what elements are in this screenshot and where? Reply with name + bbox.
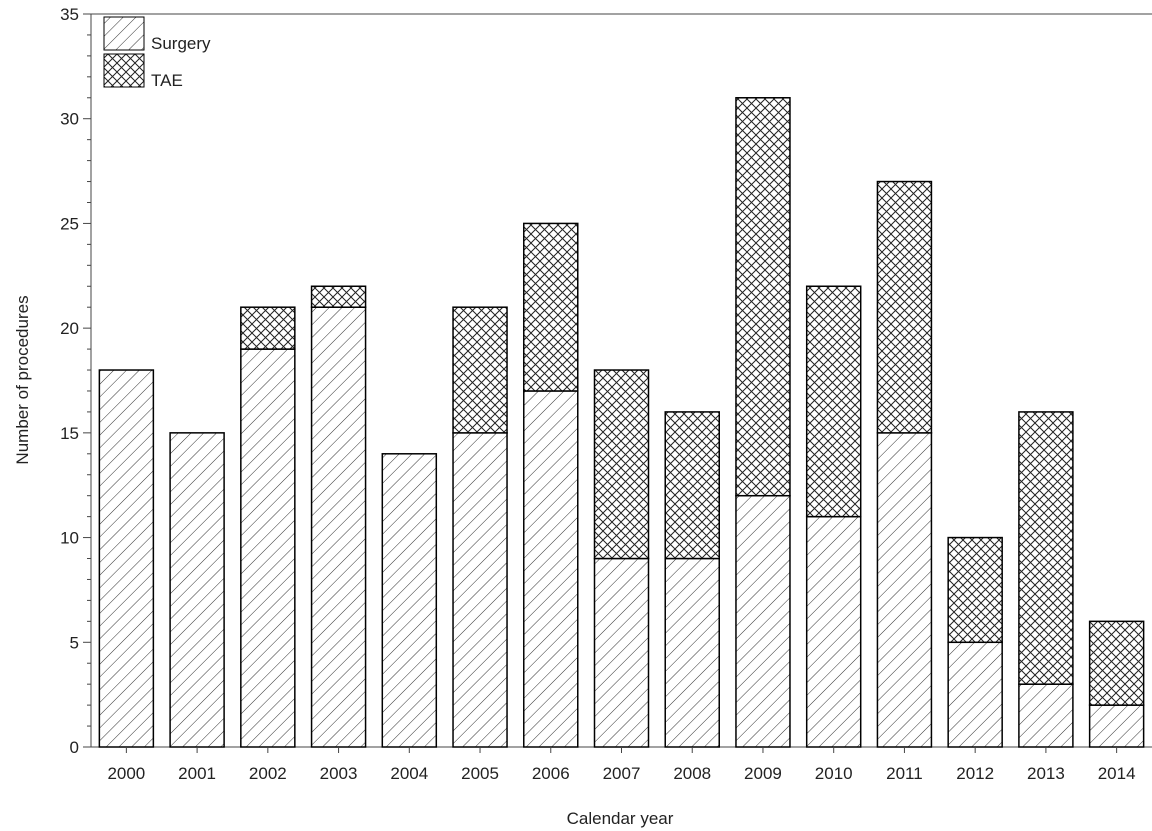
bar-tae-2008 [664, 411, 720, 560]
bar-surgery-2002 [240, 348, 296, 748]
x-tick-label: 2001 [178, 764, 216, 783]
bar-surgery-2008 [664, 557, 720, 748]
bar-tae-2011 [876, 180, 933, 434]
x-tick-label: 2011 [886, 764, 923, 783]
bar-tae-2002 [240, 306, 296, 350]
bar-surgery-2005 [452, 432, 508, 748]
bar-tae-2010 [805, 285, 862, 518]
bar-tae-2013 [1018, 411, 1074, 685]
y-axis-title: Number of procedures [13, 295, 32, 464]
x-tick-label: 2010 [815, 764, 853, 783]
y-tick-label: 0 [70, 738, 79, 757]
x-tick-label: 2007 [603, 764, 641, 783]
bar-surgery-2000 [98, 369, 155, 748]
bar-surgery-2014 [1088, 704, 1145, 748]
y-tick-label: 10 [60, 529, 79, 548]
bar-surgery-2001 [169, 432, 225, 748]
y-tick-label: 25 [60, 214, 79, 233]
bar-tae-2007 [593, 369, 650, 560]
x-tick-label: 2005 [461, 764, 499, 783]
x-tick-label: 2002 [249, 764, 287, 783]
y-axis: 0 5 10 15 20 25 30 35 [60, 5, 91, 757]
bar-surgery-2003 [310, 306, 367, 748]
bar-surgery-2011 [876, 432, 933, 748]
y-tick-label: 5 [70, 633, 79, 652]
y-tick-label: 20 [60, 319, 79, 338]
bar-surgery-2009 [735, 494, 791, 748]
y-tick-label: 30 [60, 110, 79, 129]
x-tick-label: 2006 [532, 764, 570, 783]
legend-label-tae: TAE [151, 71, 183, 90]
bar-surgery-2013 [1018, 683, 1074, 748]
legend-swatch-tae [103, 53, 145, 88]
x-tick-label: 2004 [390, 764, 428, 783]
x-tick-label: 2014 [1098, 764, 1136, 783]
bar-surgery-2007 [593, 557, 650, 748]
bar-tae-2006 [523, 222, 579, 392]
bar-surgery-2012 [947, 641, 1003, 748]
x-axis: 2000 2001 2002 2003 2004 2005 2006 2007 2008 2009… [107, 747, 1136, 783]
legend-label-surgery: Surgery [151, 34, 211, 53]
bar-surgery-2006 [523, 390, 579, 748]
x-tick-label: 2009 [744, 764, 782, 783]
bars-group [98, 97, 1145, 748]
legend: Surgery TAE [103, 16, 211, 90]
bar-tae-2014 [1088, 620, 1145, 706]
y-tick-label: 35 [60, 5, 79, 24]
bar-tae-2012 [947, 536, 1003, 644]
legend-swatch-surgery [103, 16, 145, 51]
bar-tae-2003 [310, 285, 367, 308]
bar-tae-2009 [735, 97, 791, 497]
bar-surgery-2010 [805, 515, 862, 748]
x-tick-label: 2012 [956, 764, 994, 783]
bar-tae-2005 [452, 306, 508, 434]
y-tick-label: 15 [60, 424, 79, 443]
x-tick-label: 2000 [107, 764, 145, 783]
bar-surgery-2004 [381, 453, 438, 748]
x-axis-title: Calendar year [567, 809, 674, 828]
x-tick-label: 2003 [320, 764, 358, 783]
x-tick-label: 2008 [673, 764, 711, 783]
x-tick-label: 2013 [1027, 764, 1065, 783]
